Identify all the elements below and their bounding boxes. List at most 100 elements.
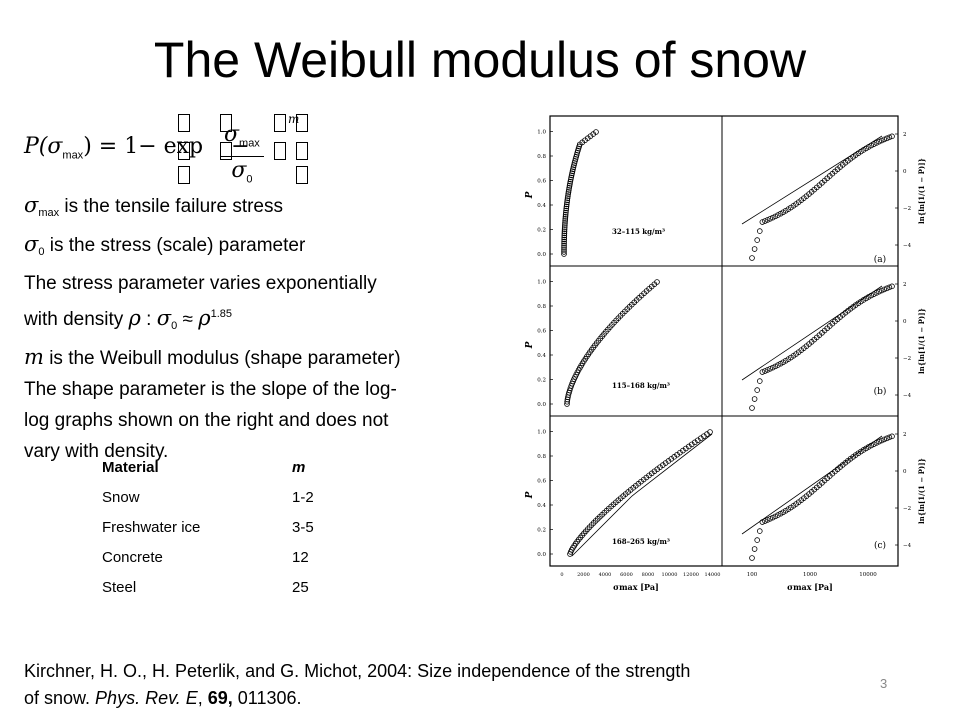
formula-expression: P(σmax) = 1− exp − — [24, 134, 250, 161]
formula-rhs-start: ) = 1− exp — [83, 134, 204, 159]
data-point — [759, 219, 766, 225]
y-tick-label: 0.4 — [537, 353, 546, 359]
data-point — [868, 442, 875, 449]
data-point — [562, 220, 568, 226]
data-point — [562, 218, 568, 224]
table-row: Snow 1-2 — [102, 482, 352, 512]
data-point — [873, 440, 880, 446]
bracket-glyph-icon — [274, 142, 286, 160]
data-point — [567, 176, 574, 183]
sigma-subscript: 0 — [38, 246, 45, 258]
data-point — [654, 279, 660, 285]
y-tick-label: 1.0 — [537, 430, 546, 436]
data-point — [767, 366, 773, 372]
data-point — [562, 216, 569, 222]
formula-minus: − — [231, 134, 250, 159]
data-point — [562, 222, 568, 228]
page-number: 3 — [880, 676, 888, 691]
y-axis-label-left: P — [525, 491, 535, 499]
data-point — [566, 187, 572, 193]
cell-m: 1-2 — [292, 488, 314, 506]
data-point — [884, 435, 890, 442]
citation-journal: Phys. Rev. E — [95, 688, 198, 708]
line-text: is the Weibull modulus (shape parameter) — [43, 348, 401, 369]
table-row: Steel 25 — [102, 572, 352, 602]
y-tick-label: 0 — [903, 319, 907, 325]
data-point — [772, 363, 779, 370]
data-point — [567, 180, 573, 187]
data-point — [886, 434, 893, 441]
line-density-relation: with density ρ : σ0 ≈ ρ1.85 — [24, 299, 424, 342]
data-point — [751, 246, 758, 252]
data-point — [759, 369, 766, 375]
citation-article: 011306. — [232, 688, 302, 708]
data-point — [561, 230, 568, 237]
data-point — [764, 367, 771, 373]
x-tick-label: 1000 — [803, 572, 817, 578]
bracket-glyph-icon — [296, 166, 308, 184]
x-tick-label: 2000 — [577, 572, 590, 578]
data-point — [762, 218, 768, 224]
x-tick-label: 100 — [747, 572, 758, 578]
line-weibull-modulus: m is the Weibull modulus (shape paramete… — [24, 342, 424, 374]
cell-material: Snow — [102, 488, 140, 506]
y-tick-label: 0.0 — [537, 402, 546, 408]
data-point — [876, 438, 882, 445]
material-table: Material m Snow 1-2 Freshwater ice 3-5 Con… — [102, 452, 352, 602]
data-point — [754, 237, 760, 243]
rho-symbol: ρ — [128, 306, 141, 330]
bracket-glyph-icon — [178, 142, 190, 160]
y-tick-label: 0.2 — [537, 528, 546, 534]
density-label: 168–265 kg/m³ — [612, 537, 670, 546]
data-point — [563, 209, 569, 216]
sigma-symbol: σ — [156, 306, 172, 330]
x-tick-label: 14000 — [705, 572, 721, 578]
line-text: is the tensile failure stress — [59, 196, 283, 217]
sigma-symbol: σ — [24, 193, 39, 217]
x-tick-label: 10000 — [662, 572, 678, 578]
data-point — [878, 437, 885, 444]
bracket-glyph-icon — [178, 114, 190, 132]
cell-m: 25 — [292, 578, 309, 596]
y-tick-label: 0.2 — [537, 228, 546, 234]
data-point — [769, 364, 776, 371]
data-point — [772, 213, 779, 220]
data-point — [751, 546, 758, 552]
sigma-symbol: σ — [24, 232, 39, 256]
table-row: Concrete 12 — [102, 542, 352, 572]
bracket-glyph-icon — [220, 114, 232, 132]
data-point — [561, 232, 568, 239]
data-point — [564, 199, 570, 206]
y-tick-label: 0.8 — [537, 154, 546, 160]
line-log-graphs: log graphs shown on the right and does n… — [24, 410, 389, 431]
data-point — [889, 283, 895, 290]
data-point — [769, 214, 776, 221]
y-tick-label: 0.6 — [537, 329, 546, 335]
data-point — [889, 433, 895, 440]
data-point — [751, 396, 758, 402]
x-tick-label: 6000 — [620, 572, 633, 578]
y-tick-label: −4 — [903, 393, 912, 399]
table-row: Freshwater ice 3-5 — [102, 512, 352, 542]
formula-numerator-sub: max — [239, 137, 260, 150]
formula-exponent: m — [288, 112, 300, 126]
data-point — [759, 519, 766, 525]
table-header-row: Material m — [102, 452, 352, 482]
formula-denominator: σ — [231, 158, 247, 184]
bracket-glyph-icon — [178, 166, 190, 184]
line-stress-parameter: The stress parameter varies exponentiall… — [24, 273, 377, 294]
data-point — [884, 285, 890, 292]
y-tick-label: 0.8 — [537, 304, 546, 310]
formula-fraction: σmax σ0 — [220, 122, 264, 194]
y-tick-label: −4 — [903, 243, 912, 249]
data-point — [561, 249, 567, 255]
y-axis-label-right: ln{ln[1/(1 − P)]} — [917, 458, 926, 524]
data-point — [563, 207, 569, 214]
data-point — [749, 405, 755, 411]
data-point — [762, 368, 768, 374]
x-tick-label: 10000 — [859, 572, 877, 578]
citation-authors: Kirchner, H. O., H. Peterlik, and G. Mic… — [24, 661, 691, 681]
formula-denominator-sub: 0 — [246, 173, 253, 186]
data-point — [769, 514, 776, 521]
